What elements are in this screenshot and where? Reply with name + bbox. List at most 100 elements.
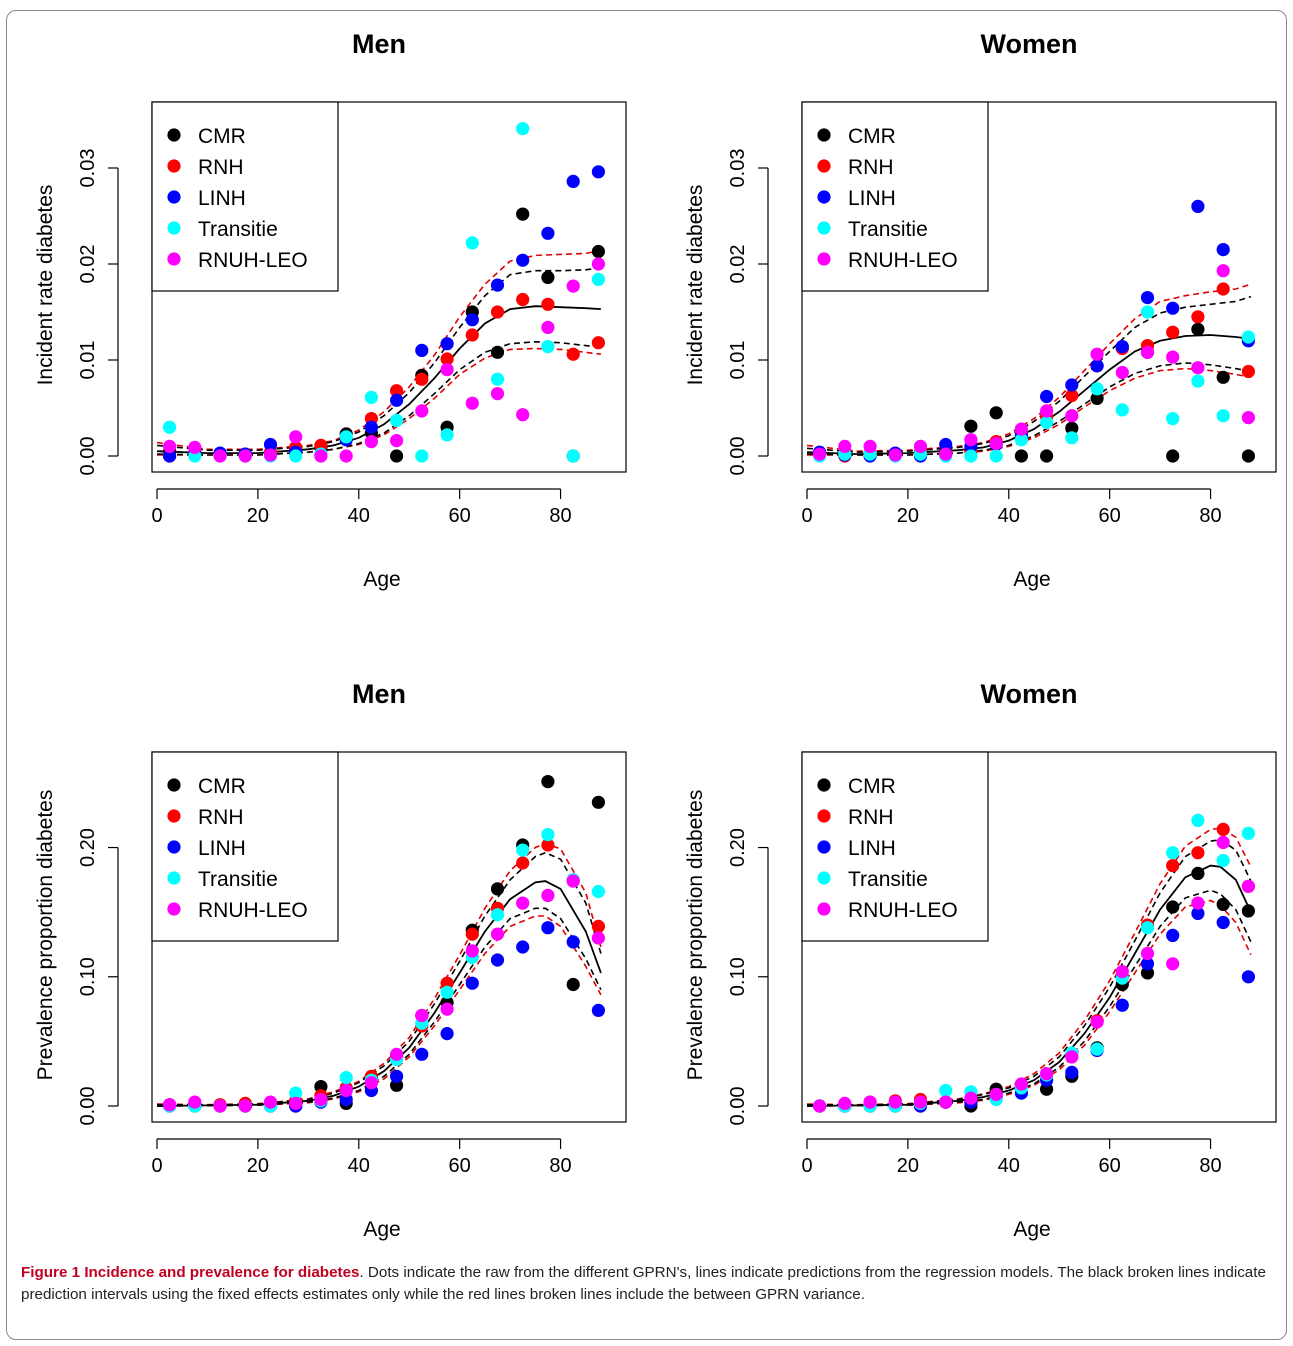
data-point: [1216, 243, 1230, 257]
data-point: [541, 828, 555, 842]
x-tick-label: 60: [449, 1155, 471, 1177]
data-point: [939, 1095, 953, 1109]
data-point: [440, 1002, 454, 1016]
y-axis-label: Incident rate diabetes: [34, 185, 57, 386]
data-point: [1166, 957, 1180, 971]
data-point: [1191, 199, 1205, 213]
data-point: [1140, 305, 1155, 319]
legend-marker: [817, 778, 831, 792]
legend: CMR RNH LINH Transitie RNUH-LEO: [151, 101, 339, 292]
data-point: [591, 244, 606, 259]
data-point: [1115, 340, 1129, 354]
data-point: [1065, 421, 1079, 435]
legend-label: RNH: [848, 156, 894, 179]
data-point: [440, 428, 454, 442]
legend-label: LINH: [198, 837, 246, 860]
data-point: [1166, 412, 1180, 426]
data-point: [289, 1086, 303, 1100]
y-tick-label: 0.00: [77, 437, 99, 476]
x-axis-label: Age: [1013, 568, 1050, 591]
data-point: [263, 437, 278, 452]
x-tick-label: 40: [348, 1155, 370, 1177]
between-variance-lower-line: [157, 347, 601, 456]
data-point: [566, 174, 580, 188]
data-point: [1241, 904, 1255, 918]
data-point: [989, 1087, 1003, 1101]
fixed-effects-upper-line: [156, 267, 602, 452]
data-point: [415, 404, 429, 418]
y-tick-label: 0.02: [77, 245, 99, 284]
data-point: [1115, 998, 1129, 1012]
chart-title: Men: [352, 679, 406, 709]
legend-label: CMR: [848, 775, 896, 798]
x-tick-label: 60: [449, 505, 471, 527]
data-point: [440, 985, 454, 999]
y-tick-label: 0.20: [727, 828, 749, 867]
data-point: [516, 207, 530, 221]
legend-label: RNUH-LEO: [198, 899, 308, 922]
data-point: [964, 433, 978, 447]
data-point: [541, 340, 555, 354]
data-point: [516, 940, 530, 954]
data-point: [1216, 370, 1230, 384]
legend-marker: [167, 159, 181, 173]
legend-label: RNH: [198, 806, 244, 829]
y-tick-label: 0.03: [727, 149, 749, 188]
data-point: [1241, 411, 1255, 425]
legend: CMR RNH LINH Transitie RNUH-LEO: [151, 751, 339, 942]
data-point: [490, 953, 505, 967]
legend-label: LINH: [198, 187, 246, 210]
legend-label: RNH: [198, 156, 244, 179]
data-point: [289, 430, 303, 444]
data-point: [1140, 921, 1155, 935]
data-point: [913, 439, 928, 453]
data-point: [339, 449, 353, 463]
y-axis: 0.00 0.01 0.02 0.03 Incident rate diabetes: [34, 149, 119, 476]
data-point: [1191, 896, 1205, 910]
data-point: [163, 420, 177, 434]
data-point: [440, 1027, 454, 1041]
y-tick-label: 0.00: [727, 1087, 749, 1126]
figure-frame: [6, 10, 1287, 1340]
data-points: [163, 775, 606, 1113]
data-point: [339, 1083, 353, 1098]
y-tick-label: 0.01: [77, 341, 99, 380]
chart-panel-3: Men 0 20 40 60 80 Age 0.00 0.10 0.20 Prevalence pr…: [34, 679, 627, 1241]
figure-caption: Figure 1 Incidence and prevalence for di…: [21, 1262, 1283, 1306]
data-point: [541, 775, 555, 789]
data-point: [1040, 415, 1054, 429]
chart-title: Men: [352, 29, 406, 59]
data-point: [1065, 431, 1079, 445]
data-point: [1065, 378, 1079, 392]
data-point: [964, 1091, 978, 1105]
data-point: [1166, 350, 1180, 364]
x-tick-label: 20: [247, 505, 269, 527]
data-point: [1166, 449, 1180, 463]
data-point: [1090, 382, 1104, 396]
data-point: [541, 270, 555, 284]
data-point: [1191, 322, 1205, 336]
data-point: [1216, 264, 1230, 278]
data-points: [163, 122, 606, 463]
y-tick-label: 0.10: [77, 957, 99, 996]
caption-text: . Dots indicate the raw from the differe…: [21, 1264, 1266, 1303]
data-point: [1216, 915, 1230, 930]
data-point: [465, 927, 479, 941]
data-point: [516, 292, 530, 307]
x-tick-label: 0: [801, 505, 812, 527]
data-point: [1166, 900, 1180, 914]
data-point: [541, 838, 555, 852]
legend-box: [801, 751, 989, 942]
data-point: [516, 408, 530, 422]
data-point: [1191, 906, 1205, 921]
data-point: [989, 436, 1003, 451]
legend-marker: [817, 128, 831, 142]
series-transitie: [813, 305, 1255, 463]
data-point: [1191, 361, 1205, 375]
data-point: [390, 393, 404, 407]
data-point: [390, 384, 404, 398]
x-tick-label: 80: [549, 505, 571, 527]
data-point: [163, 449, 177, 463]
x-tick-label: 40: [348, 505, 370, 527]
data-point: [465, 396, 479, 410]
